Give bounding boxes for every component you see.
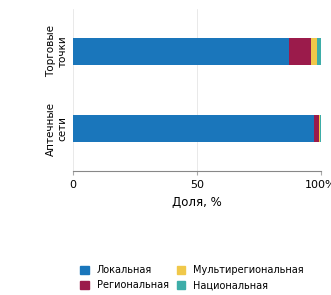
X-axis label: Доля, %: Доля, % [172, 196, 222, 209]
Bar [314, 115, 318, 142]
Legend: Локальная, Региональная, Мультирегиональная, Национальная: Локальная, Региональная, Мультирегиональ… [80, 265, 304, 290]
Bar [73, 38, 289, 65]
Bar [318, 115, 320, 142]
Bar [320, 115, 321, 142]
Bar [73, 115, 314, 142]
Bar [317, 38, 321, 65]
Bar [311, 38, 317, 65]
Bar [289, 38, 311, 65]
